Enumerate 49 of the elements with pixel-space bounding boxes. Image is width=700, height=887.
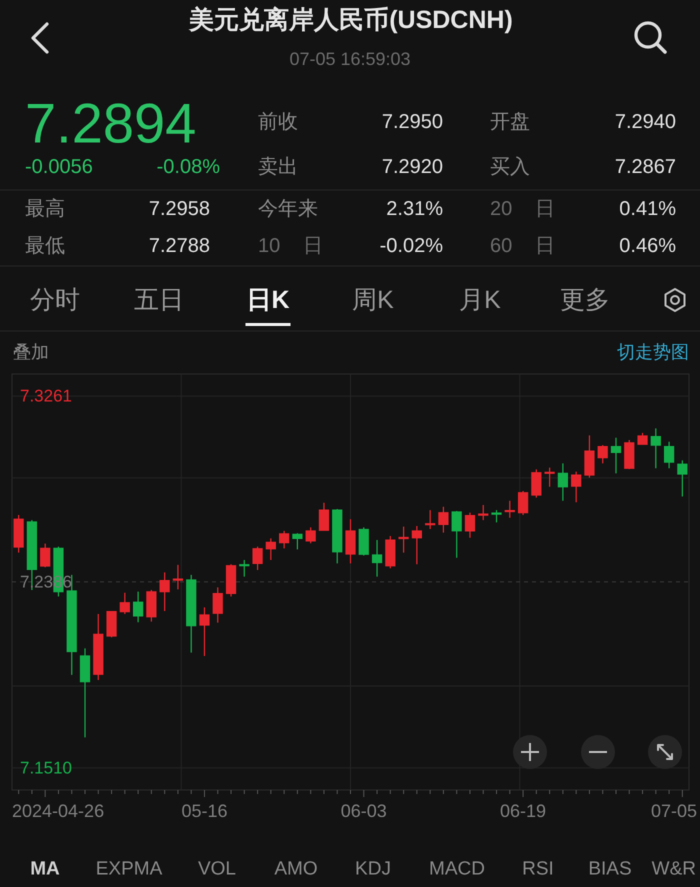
x-tick-label: 06-03 <box>340 801 387 821</box>
text: 五日 <box>134 286 184 314</box>
x-tick-label: 05-16 <box>181 801 228 821</box>
text: 7.2940 <box>614 111 676 133</box>
text: 美元兑离岸人民币(USDCNH) <box>188 6 513 34</box>
text: -0.02% <box>380 235 444 257</box>
x-tick-label: 07-05 <box>650 801 697 821</box>
text: 0.41% <box>619 198 676 220</box>
text: 今年来 <box>258 198 318 220</box>
text: 0.46% <box>619 235 676 257</box>
text: 60 日 <box>490 235 555 257</box>
text: 卖出 <box>258 156 298 178</box>
text: 周K <box>352 286 394 314</box>
text: -0.08% <box>156 156 220 178</box>
text: MACD <box>429 858 485 880</box>
text: RSI <box>522 858 554 880</box>
text: MA <box>30 858 60 880</box>
y-tick-label: 7.3261 <box>20 386 72 406</box>
text: BIAS <box>588 858 632 880</box>
x-tick-label: 06-19 <box>500 801 546 821</box>
text: 月K <box>459 286 502 314</box>
text: 7.2788 <box>148 235 210 257</box>
text: 10 日 <box>258 235 323 257</box>
x-tick-label: 2024-04-26 <box>12 801 104 821</box>
text: 叠加 <box>13 342 49 362</box>
text: 最高 <box>25 197 65 220</box>
text: 7.2867 <box>614 156 676 178</box>
text: 买入 <box>490 156 530 178</box>
text: 分时 <box>30 286 80 314</box>
text: 7.2958 <box>148 198 210 220</box>
text: 7.2920 <box>382 156 443 178</box>
text: AMO <box>274 858 318 880</box>
text: 切走势图 <box>617 342 689 362</box>
text: 最低 <box>25 235 65 257</box>
text: 7.2950 <box>382 111 443 133</box>
text: W&R <box>652 858 696 880</box>
text: KDJ <box>355 858 391 880</box>
text: VOL <box>198 858 236 880</box>
text: 2.31% <box>386 198 444 220</box>
text: 前收 <box>258 111 298 133</box>
text: 7.2894 <box>25 92 196 154</box>
text: 更多 <box>560 286 610 314</box>
text: 20 日 <box>490 198 555 220</box>
y-tick-label: 7.1510 <box>20 758 72 778</box>
text: 开盘 <box>490 111 530 133</box>
text: -0.0056 <box>25 156 93 178</box>
text: 07-05 16:59:03 <box>289 49 411 69</box>
text: 日K <box>246 286 290 314</box>
text: EXPMA <box>96 858 163 880</box>
